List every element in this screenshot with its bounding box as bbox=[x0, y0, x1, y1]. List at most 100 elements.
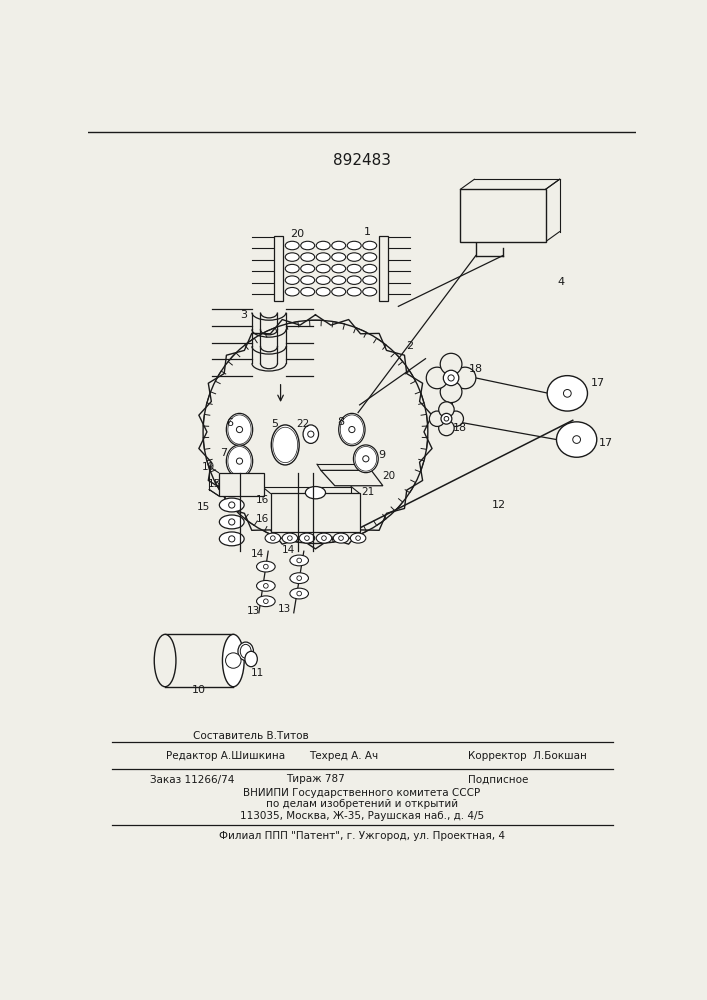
Text: 20: 20 bbox=[291, 229, 305, 239]
Text: 113035, Москва, Ж-35, Раушская наб., д. 4/5: 113035, Москва, Ж-35, Раушская наб., д. … bbox=[240, 811, 484, 821]
Text: 14: 14 bbox=[251, 549, 264, 559]
Ellipse shape bbox=[339, 413, 365, 446]
Text: Техред А. Ач: Техред А. Ач bbox=[309, 751, 378, 761]
Text: 15: 15 bbox=[197, 502, 210, 512]
Ellipse shape bbox=[303, 425, 319, 443]
Ellipse shape bbox=[351, 533, 366, 543]
Text: 19: 19 bbox=[202, 462, 215, 472]
Ellipse shape bbox=[332, 253, 346, 261]
Text: Тираж 787: Тираж 787 bbox=[286, 774, 345, 784]
Text: Редактор А.Шишкина: Редактор А.Шишкина bbox=[166, 751, 285, 761]
Text: ВНИИПИ Государственного комитета СССР: ВНИИПИ Государственного комитета СССР bbox=[243, 788, 481, 798]
Ellipse shape bbox=[226, 445, 252, 477]
Text: 17: 17 bbox=[591, 378, 605, 388]
Circle shape bbox=[438, 402, 454, 417]
Text: 16: 16 bbox=[256, 495, 269, 505]
Circle shape bbox=[349, 426, 355, 433]
Circle shape bbox=[322, 536, 327, 540]
Ellipse shape bbox=[219, 498, 244, 512]
Ellipse shape bbox=[257, 580, 275, 591]
Circle shape bbox=[226, 653, 241, 668]
Ellipse shape bbox=[257, 596, 275, 607]
Ellipse shape bbox=[332, 276, 346, 284]
Circle shape bbox=[438, 420, 454, 436]
Text: 15: 15 bbox=[208, 479, 221, 489]
Circle shape bbox=[228, 502, 235, 508]
Circle shape bbox=[444, 416, 449, 421]
Ellipse shape bbox=[316, 264, 330, 273]
Ellipse shape bbox=[285, 264, 299, 273]
Circle shape bbox=[297, 576, 301, 580]
Circle shape bbox=[308, 431, 314, 437]
Ellipse shape bbox=[300, 264, 315, 273]
Polygon shape bbox=[321, 470, 383, 486]
Circle shape bbox=[363, 456, 369, 462]
Circle shape bbox=[264, 564, 268, 569]
Ellipse shape bbox=[219, 515, 244, 529]
Ellipse shape bbox=[347, 276, 361, 284]
Text: Составитель В.Титов: Составитель В.Титов bbox=[193, 731, 309, 741]
Circle shape bbox=[441, 413, 452, 424]
Text: 10: 10 bbox=[192, 685, 206, 695]
Circle shape bbox=[297, 558, 301, 563]
Circle shape bbox=[236, 426, 243, 433]
Ellipse shape bbox=[285, 253, 299, 261]
Ellipse shape bbox=[238, 642, 253, 661]
Text: 12: 12 bbox=[492, 500, 506, 510]
Ellipse shape bbox=[299, 533, 315, 543]
Text: 18: 18 bbox=[469, 364, 483, 374]
Bar bbox=[274, 236, 283, 301]
Text: 4: 4 bbox=[558, 277, 565, 287]
Ellipse shape bbox=[223, 634, 244, 687]
Circle shape bbox=[236, 458, 243, 464]
Text: Подписное: Подписное bbox=[468, 774, 529, 784]
Circle shape bbox=[305, 536, 309, 540]
Ellipse shape bbox=[290, 555, 308, 566]
Ellipse shape bbox=[154, 634, 176, 687]
Ellipse shape bbox=[300, 287, 315, 296]
Ellipse shape bbox=[316, 533, 332, 543]
Text: 9: 9 bbox=[378, 450, 385, 460]
Ellipse shape bbox=[300, 241, 315, 250]
Text: по делам изобретений и открытий: по делам изобретений и открытий bbox=[266, 799, 458, 809]
Text: 8: 8 bbox=[337, 417, 344, 427]
Text: 1: 1 bbox=[364, 227, 371, 237]
Circle shape bbox=[429, 411, 445, 426]
Circle shape bbox=[563, 389, 571, 397]
Ellipse shape bbox=[285, 287, 299, 296]
Circle shape bbox=[264, 584, 268, 588]
Circle shape bbox=[443, 370, 459, 386]
Text: 16: 16 bbox=[256, 514, 269, 524]
Ellipse shape bbox=[332, 287, 346, 296]
Ellipse shape bbox=[300, 253, 315, 261]
Ellipse shape bbox=[316, 253, 330, 261]
Text: 5: 5 bbox=[271, 419, 278, 429]
Text: 892483: 892483 bbox=[333, 153, 391, 168]
Ellipse shape bbox=[316, 276, 330, 284]
Ellipse shape bbox=[363, 276, 377, 284]
Ellipse shape bbox=[333, 533, 349, 543]
Ellipse shape bbox=[547, 376, 588, 411]
Text: 17: 17 bbox=[599, 438, 613, 448]
Ellipse shape bbox=[316, 241, 330, 250]
Circle shape bbox=[448, 411, 464, 426]
Circle shape bbox=[454, 367, 476, 389]
Bar bbox=[460, 189, 546, 242]
Text: Заказ 11266/74: Заказ 11266/74 bbox=[151, 774, 235, 784]
Text: 22: 22 bbox=[296, 419, 310, 429]
Circle shape bbox=[339, 536, 344, 540]
Ellipse shape bbox=[300, 276, 315, 284]
Ellipse shape bbox=[257, 561, 275, 572]
Circle shape bbox=[288, 536, 292, 540]
Circle shape bbox=[297, 591, 301, 596]
Ellipse shape bbox=[282, 533, 298, 543]
Text: 14: 14 bbox=[281, 545, 295, 555]
Circle shape bbox=[356, 536, 361, 540]
Bar bbox=[218, 473, 264, 496]
Ellipse shape bbox=[556, 422, 597, 457]
Circle shape bbox=[228, 519, 235, 525]
Text: Филиал ППП "Патент", г. Ужгород, ул. Проектная, 4: Филиал ППП "Патент", г. Ужгород, ул. Про… bbox=[219, 831, 505, 841]
Text: 11: 11 bbox=[251, 668, 264, 678]
Ellipse shape bbox=[347, 264, 361, 273]
Circle shape bbox=[264, 599, 268, 604]
